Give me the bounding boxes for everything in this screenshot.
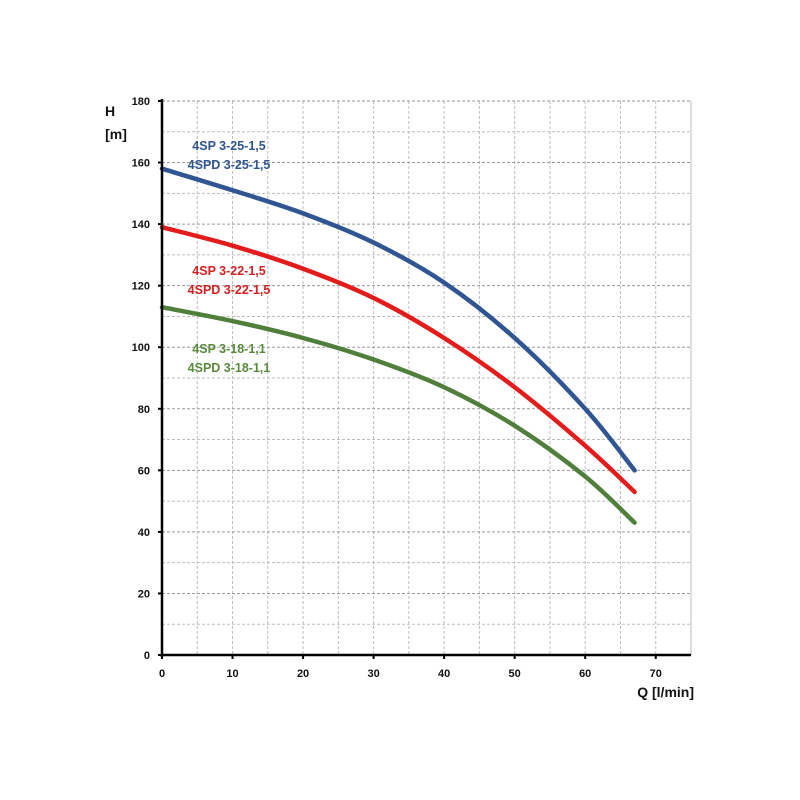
x-tick-label: 0: [159, 668, 165, 680]
series-label-blue-2: 4SPD 3-25-1,5: [188, 158, 271, 172]
x-tick-label: 40: [438, 668, 450, 680]
y-tick-label: 40: [138, 527, 150, 539]
y-tick-label: 180: [132, 96, 150, 108]
y-axis-label-h: H: [105, 103, 115, 119]
grid: [162, 100, 692, 655]
y-tick-label: 100: [132, 342, 150, 354]
tick-labels: 0 10 20 30 40 50 60 70 0 20 40 60 80 100 120 140 160 180: [132, 96, 662, 680]
y-tick-label: 160: [132, 158, 150, 170]
series-label-blue-1: 4SP 3-25-1,5: [192, 139, 265, 153]
series-label-green-2: 4SPD 3-18-1,1: [188, 361, 271, 375]
y-tick-label: 120: [132, 281, 150, 293]
y-tick-label: 0: [144, 650, 150, 662]
y-axis-label-unit: [m]: [105, 126, 127, 142]
x-tick-label: 60: [579, 668, 591, 680]
series-line-1: [159, 224, 637, 495]
series-line-0: [159, 166, 637, 473]
series-label-red-1: 4SP 3-22-1,5: [192, 264, 265, 278]
series-line-2: [159, 304, 637, 525]
curves: [159, 166, 637, 525]
series-label-green-1: 4SP 3-18-1,1: [192, 342, 265, 356]
x-tick-label: 30: [367, 668, 379, 680]
x-axis-label: Q [l/min]: [637, 684, 694, 700]
x-tick-label: 70: [650, 668, 662, 680]
x-tick-label: 20: [297, 668, 309, 680]
y-tick-label: 20: [138, 588, 150, 600]
x-tick-label: 10: [226, 668, 238, 680]
y-tick-label: 60: [138, 465, 150, 477]
y-tick-label: 140: [132, 219, 150, 231]
y-tick-label: 80: [138, 404, 150, 416]
x-tick-label: 50: [509, 668, 521, 680]
axes: [158, 99, 691, 659]
series-label-red-2: 4SPD 3-22-1,5: [188, 283, 271, 297]
